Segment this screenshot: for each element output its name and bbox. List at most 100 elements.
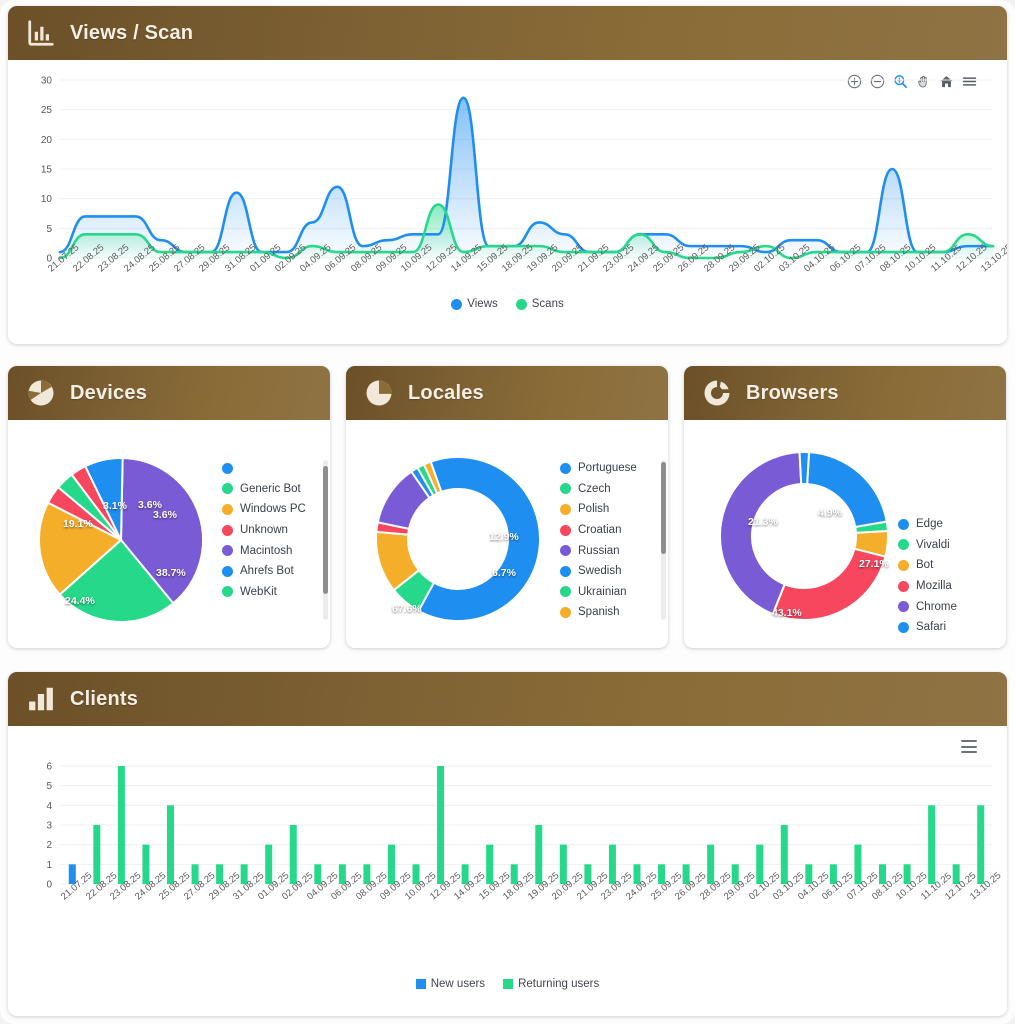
views-scan-legend[interactable]: Views Scans [8,298,1007,310]
clients-bar-plot[interactable]: 6 5 4 3 2 1 0 [8,758,1007,904]
legend-label: Bot [916,559,934,572]
svg-text:0: 0 [46,880,52,891]
legend-label: Macintosh [240,544,293,557]
legend-marker [515,298,527,310]
legend-marker [560,503,571,515]
legend-item[interactable]: Croatian [560,520,656,541]
devices-legend-scrollbar-thumb[interactable] [323,466,328,594]
legend-item[interactable]: Mozilla [898,576,994,597]
zoom-in-icon[interactable] [847,74,862,89]
legend-marker [222,462,233,474]
legend-marker [898,559,909,571]
devices-header: Devices [8,366,330,420]
legend-item[interactable] [222,458,318,479]
browsers-legend[interactable]: Edge Vivaldi Bot Mozilla Chrome Safari [898,514,994,644]
legend-item[interactable]: Ahrefs Bot [222,561,318,582]
locales-header: Locales [346,366,668,420]
legend-item[interactable]: Ukrainian [560,582,656,603]
legend-item[interactable]: Spanish [560,602,656,623]
pie-chart-icon [28,380,54,406]
clients-title: Clients [70,687,139,710]
svg-text:10: 10 [41,194,53,205]
legend-item[interactable]: WebKit [222,582,318,603]
legend-marker [222,483,233,495]
legend-item[interactable]: Portuguese [560,458,656,479]
legend-item[interactable]: Swedish [560,561,656,582]
svg-text:3: 3 [46,821,52,832]
legend-label: Windows PC [240,503,306,516]
legend-marker [222,524,233,536]
chart-toolbar[interactable] [847,74,977,89]
devices-title: Devices [70,381,148,404]
home-icon[interactable] [939,74,954,89]
legend-marker [415,979,426,989]
clients-header: Clients [8,672,1007,726]
locales-title: Locales [408,381,484,404]
locales-legend-scrollbar-thumb[interactable] [661,462,666,554]
donut-chart-icon [704,380,730,406]
svg-text:5: 5 [46,224,52,235]
devices-card: Devices 38.7% 24.4% 19.1% 3.1% 3.6% 3.6% Gene… [8,366,330,648]
legend-item[interactable]: Vivaldi [898,535,994,556]
legend-label: Mozilla [916,580,952,593]
legend-marker [560,524,571,536]
locales-donut-plot[interactable] [358,444,558,634]
legend-item[interactable]: Bot [898,555,994,576]
legend-marker [898,621,909,633]
legend-label: Russian [578,544,620,557]
legend-item[interactable]: Edge [898,514,994,535]
legend-item[interactable]: Views [451,298,498,310]
svg-text:1: 1 [46,860,52,871]
views-scan-title: Views / Scan [70,21,194,44]
svg-text:25: 25 [41,105,53,116]
devices-pie-plot[interactable] [14,450,214,630]
legend-marker [560,565,571,577]
legend-item[interactable]: Scans [515,298,564,310]
legend-marker [898,580,909,592]
legend-item[interactable]: Macintosh [222,540,318,561]
legend-item[interactable]: New users [415,978,485,990]
zoom-out-icon[interactable] [870,74,885,89]
legend-marker [560,462,571,474]
legend-label: Safari [916,621,947,634]
locales-legend[interactable]: Portuguese Czech Polish Croatian Russian Swed… [560,458,656,626]
legend-label: Returning users [518,978,600,990]
legend-label: Swedish [578,565,622,578]
panning-icon[interactable] [916,74,931,89]
clients-legend[interactable]: New users Returning users [8,978,1007,990]
legend-marker [898,601,909,613]
menu-icon[interactable] [962,74,977,89]
legend-marker [560,606,571,618]
legend-item[interactable]: Windows PC [222,499,318,520]
legend-item[interactable]: Returning users [503,978,599,990]
legend-label: WebKit [240,585,277,598]
legend-item[interactable]: Generic Bot [222,479,318,500]
svg-text:0: 0 [46,254,52,265]
svg-text:5: 5 [46,781,52,792]
bar-chart-icon [29,687,53,711]
devices-legend[interactable]: Generic Bot Windows PC Unknown Macintosh Ahr… [222,458,318,626]
legend-item[interactable]: Safari [898,617,994,638]
legend-item[interactable]: Unknown [222,520,318,541]
views-scan-plot[interactable]: 30 25 20 15 10 5 0 [8,68,1007,283]
svg-text:30: 30 [41,76,53,87]
legend-marker [560,483,571,495]
legend-marker [898,539,909,551]
legend-item[interactable]: Russian [560,540,656,561]
views-scan-header: Views / Scan [8,6,1007,60]
legend-item[interactable]: Polish [560,499,656,520]
legend-marker [451,298,463,310]
browsers-body: 21.3% 4.9% 27.1% 43.1% Edge Vivaldi Bot Mozill… [684,420,1006,648]
legend-label: Views [467,298,498,310]
legend-marker [222,586,233,598]
legend-marker [222,545,233,557]
menu-icon[interactable] [961,740,977,753]
svg-text:20: 20 [41,135,53,146]
legend-label: Ahrefs Bot [240,565,294,578]
browsers-donut-plot[interactable] [704,440,904,636]
legend-item[interactable]: Chrome [898,596,994,617]
legend-marker [503,979,514,989]
svg-text:2: 2 [46,840,52,851]
legend-item[interactable]: Czech [560,479,656,500]
